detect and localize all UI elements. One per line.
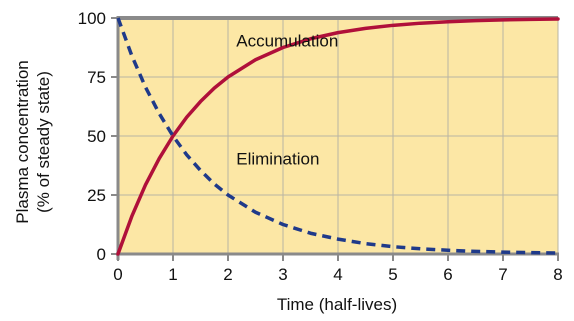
y-axis-title: Plasma concentration (% of steady state) [13,60,53,223]
y-tick-label: 0 [97,245,106,264]
series-line-accumulation [116,17,560,256]
y-tick-label: 75 [87,68,106,87]
x-tick-label: 4 [333,265,342,284]
y-tick-label: 50 [87,127,106,146]
x-axis-title: Time (half-lives) [277,295,397,314]
x-tick-label: 7 [498,265,507,284]
y-axis-title-line-1: Plasma concentration [13,60,32,223]
annotation-accumulation: Accumulation [236,31,338,50]
x-tick-label: 3 [278,265,287,284]
x-tick-label: 8 [553,265,562,284]
y-tick-label: 25 [87,186,106,205]
y-tick-label: 100 [78,9,106,28]
y-axis-title-line-2: (% of steady state) [34,71,53,213]
chart-labels: Time (half-lives) Plasma concentration (… [13,60,397,314]
x-tick-label: 6 [443,265,452,284]
x-tick-label: 1 [168,265,177,284]
series-line-elimination [116,17,559,255]
x-tick-label: 0 [113,265,122,284]
plot-area: 0 25 50 75 100 0 1 2 3 4 5 6 7 8 Accumulation Eliminati… [78,9,563,284]
x-tick-label: 2 [223,265,232,284]
annotation-elimination: Elimination [236,149,319,168]
x-tick-label: 5 [388,265,397,284]
